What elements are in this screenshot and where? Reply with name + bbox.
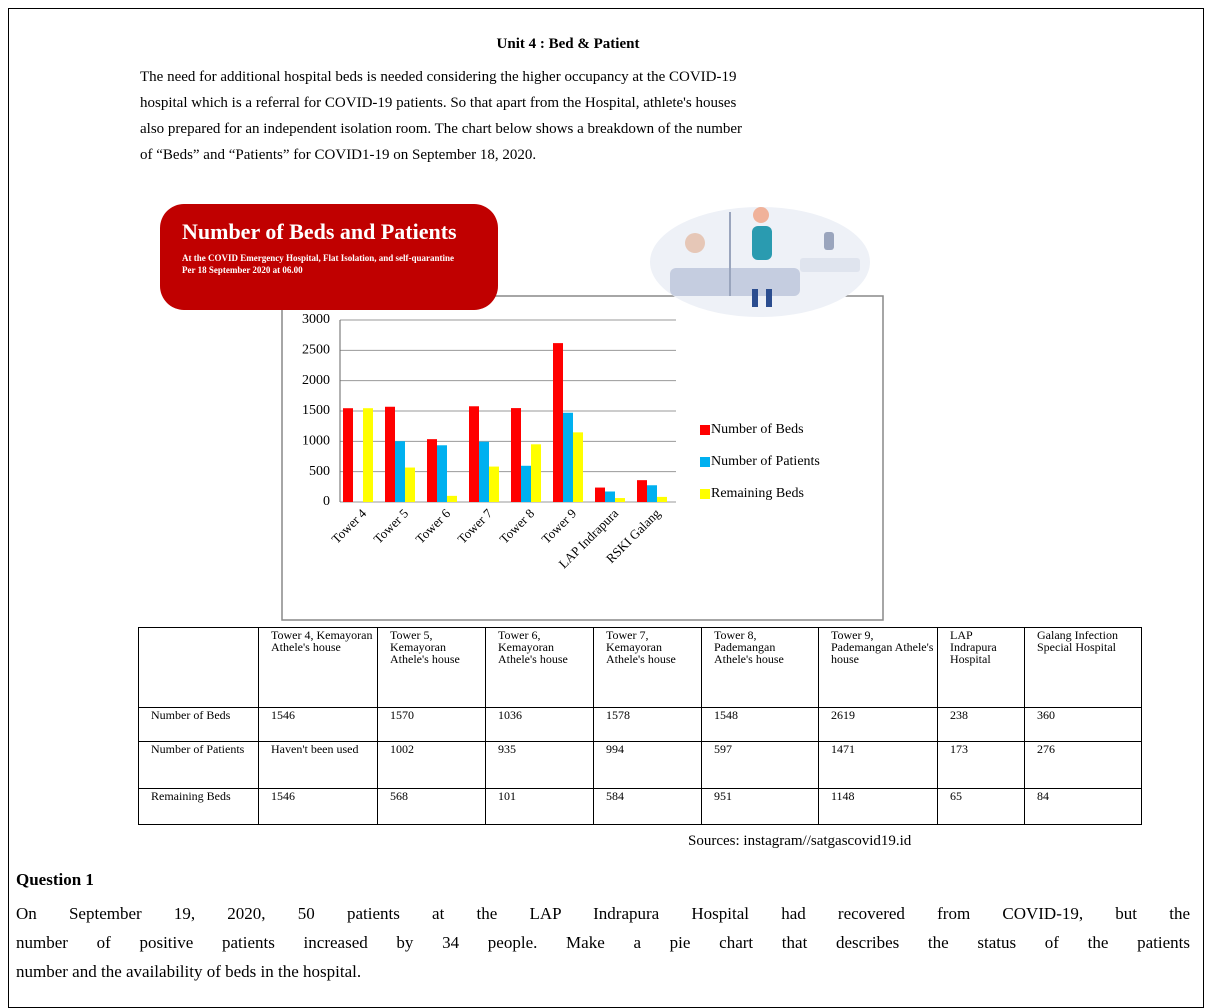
table-corner — [139, 628, 259, 708]
bar — [605, 492, 615, 502]
table-header-cell: LAP Indrapura Hospital — [938, 628, 1025, 708]
table-header-cell: Tower 6, Kemayoran Athele's house — [486, 628, 594, 708]
table-cell: 1546 — [259, 708, 378, 742]
bar — [595, 488, 605, 502]
table-cell: 2619 — [819, 708, 938, 742]
bar — [479, 442, 489, 502]
table-cell: 1036 — [486, 708, 594, 742]
source: Sources: instagram//satgascovid19.id — [688, 833, 911, 850]
table-cell: 84 — [1025, 789, 1142, 825]
y-tick-label: 1000 — [302, 434, 330, 449]
table-cell: 1548 — [702, 708, 819, 742]
legend-swatch — [700, 425, 710, 435]
chart-subtitle: Per 18 September 2020 at 06.00 — [182, 265, 303, 275]
table-row-header: Remaining Beds — [139, 789, 259, 825]
table-cell: Haven't been used — [259, 742, 378, 789]
bar — [657, 497, 667, 502]
legend-label: Number of Patients — [711, 454, 820, 469]
table-cell: 1471 — [819, 742, 938, 789]
table-cell: 568 — [378, 789, 486, 825]
table-header-cell: Tower 9, Pademangan Athele's house — [819, 628, 938, 708]
table-header-cell: Galang Infection Special Hospital — [1025, 628, 1142, 708]
table-cell: 1578 — [594, 708, 702, 742]
table-cell: 101 — [486, 789, 594, 825]
bar — [615, 498, 625, 502]
bar — [647, 485, 657, 502]
bar — [521, 466, 531, 502]
table-cell: 935 — [486, 742, 594, 789]
table-header-cell: Tower 7, Kemayoran Athele's house — [594, 628, 702, 708]
table-cell: 584 — [594, 789, 702, 825]
y-tick-label: 3000 — [302, 312, 330, 327]
table-cell: 65 — [938, 789, 1025, 825]
question-text: On September 19, 2020, 50 patients at th… — [16, 899, 1190, 986]
bar — [437, 445, 447, 502]
table-cell: 360 — [1025, 708, 1142, 742]
bar — [489, 467, 499, 502]
legend-swatch — [700, 489, 710, 499]
table-cell: 1148 — [819, 789, 938, 825]
bar — [573, 432, 583, 502]
chart-subtitle: At the COVID Emergency Hospital, Flat Is… — [182, 253, 454, 263]
chart-title: Number of Beds and Patients — [182, 219, 457, 244]
table-cell: 238 — [938, 708, 1025, 742]
table-row-header: Number of Beds — [139, 708, 259, 742]
bar — [405, 468, 415, 502]
illustration — [650, 207, 870, 317]
table-cell: 951 — [702, 789, 819, 825]
question-line: number and the availability of beds in t… — [16, 957, 1190, 986]
table-header-cell: Tower 4, Kemayoran Athele's house — [259, 628, 378, 708]
table-cell: 994 — [594, 742, 702, 789]
legend-label: Remaining Beds — [711, 486, 804, 501]
y-tick-label: 2000 — [302, 373, 330, 388]
table-row-header: Number of Patients — [139, 742, 259, 789]
table-cell: 173 — [938, 742, 1025, 789]
question-title: Question 1 — [16, 870, 94, 890]
table-cell: 1546 — [259, 789, 378, 825]
page: Unit 4 : Bed & Patient The need for addi… — [0, 0, 1206, 976]
y-tick-label: 1500 — [302, 403, 330, 418]
bar — [637, 480, 647, 502]
bar — [553, 343, 563, 502]
bar — [385, 407, 395, 502]
table-cell: 1002 — [378, 742, 486, 789]
bar — [343, 408, 353, 502]
question-line: number of positive patients increased by… — [16, 928, 1190, 957]
bar — [531, 444, 541, 502]
y-tick-label: 500 — [309, 464, 330, 479]
legend-swatch — [700, 457, 710, 467]
chart: Number of Beds and Patients At the COVID… — [0, 0, 1206, 976]
legend-label: Number of Beds — [711, 422, 804, 437]
table-cell: 597 — [702, 742, 819, 789]
question-line: On September 19, 2020, 50 patients at th… — [16, 899, 1190, 928]
table-header-cell: Tower 5, Kemayoran Athele's house — [378, 628, 486, 708]
y-tick-label: 0 — [323, 494, 330, 509]
bar — [469, 406, 479, 502]
bar — [563, 413, 573, 502]
bar — [511, 408, 521, 502]
table-header-cell: Tower 8, Pademangan Athele's house — [702, 628, 819, 708]
bar — [427, 439, 437, 502]
table-cell: 276 — [1025, 742, 1142, 789]
table-cell: 1570 — [378, 708, 486, 742]
bar — [447, 496, 457, 502]
y-tick-label: 2500 — [302, 343, 330, 358]
bar — [363, 408, 373, 502]
bar — [395, 441, 405, 502]
